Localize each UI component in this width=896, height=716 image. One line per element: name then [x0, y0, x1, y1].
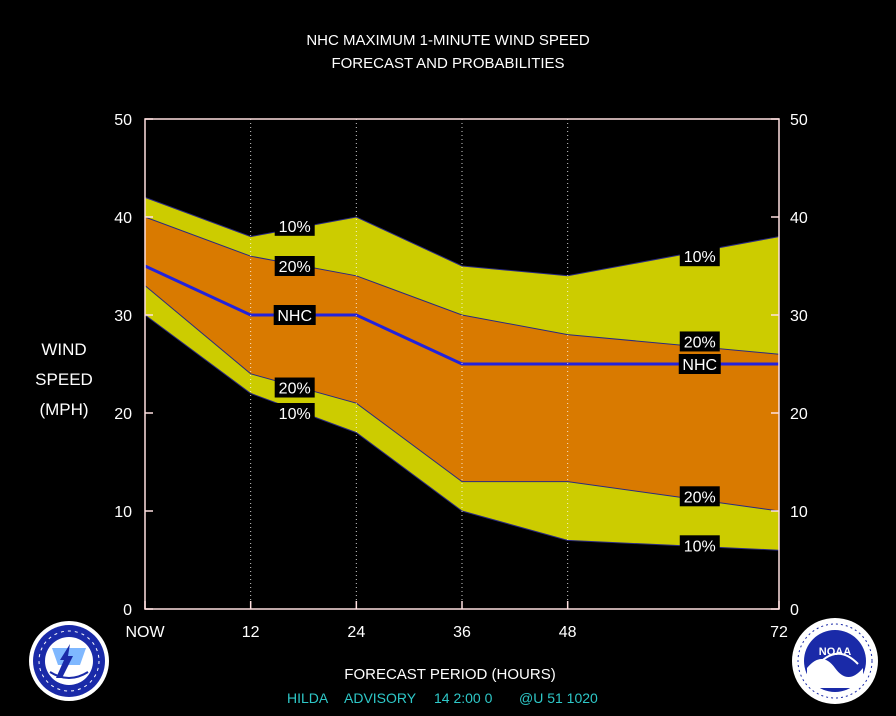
- chart-title-line1: NHC MAXIMUM 1-MINUTE WIND SPEED: [306, 32, 590, 49]
- series-line-upper-inner: [144, 216, 780, 355]
- y-tick-label-left-10: 10: [114, 504, 132, 521]
- band-label-box-1: [274, 256, 315, 276]
- x-tick-label-24: 24: [347, 624, 365, 641]
- nws-logo: [29, 621, 109, 701]
- advisory-footer: HILDA ADVISORY 14 2:00 0 @U 51 1020: [287, 690, 598, 706]
- y-tick-label-right-50: 50: [790, 112, 808, 129]
- band-label-box-6: [679, 331, 720, 352]
- band-label-9: 10%: [684, 538, 716, 555]
- y-tick-label-left-50: 50: [114, 112, 132, 129]
- y-tick-label-right-0: 0: [790, 602, 799, 619]
- footer-storm-name: HILDA: [287, 690, 329, 706]
- x-tick-label-48: 48: [559, 624, 577, 641]
- band-label-1: 20%: [279, 259, 311, 276]
- chart-title-line2: FORECAST AND PROBABILITIES: [331, 55, 564, 72]
- y-tick-label-left-20: 20: [114, 406, 132, 423]
- band-label-box-9: [679, 535, 720, 556]
- series-line-upper-outer: [144, 196, 780, 277]
- y-axis-label-line2: SPEED: [35, 370, 93, 389]
- noaa-logo: NOAA: [792, 618, 878, 704]
- x-tick-label-36: 36: [453, 624, 471, 641]
- band-label-5: 10%: [684, 249, 716, 266]
- noaa-logo-text: NOAA: [819, 646, 851, 658]
- band-label-4: 10%: [279, 406, 311, 423]
- footer-extra: @U 51 1020: [519, 690, 598, 706]
- y-axis-label-line3: (MPH): [39, 400, 88, 419]
- x-tick-label-0: NOW: [125, 624, 165, 641]
- band-label-3: 20%: [279, 381, 311, 398]
- band-label-box-0: [274, 215, 315, 236]
- y-tick-label-left-0: 0: [123, 602, 132, 619]
- band-label-box-8: [679, 486, 720, 507]
- y-tick-label-right-10: 10: [790, 504, 808, 521]
- series-line-lower-inner: [144, 285, 780, 512]
- series-line-lower-outer: [144, 314, 780, 551]
- y-axis-label: WIND SPEED (MPH): [35, 340, 93, 419]
- band-label-box-5: [679, 246, 720, 267]
- y-tick-label-right-40: 40: [790, 210, 808, 227]
- y-tick-label-right-30: 30: [790, 308, 808, 325]
- band-label-box-3: [274, 377, 315, 398]
- x-tick-label-72: 72: [770, 624, 788, 641]
- y-tick-label-right-20: 20: [790, 406, 808, 423]
- band-label-box-2: [273, 305, 316, 325]
- x-axis-label: FORECAST PERIOD (HOURS): [344, 666, 555, 683]
- band-label-2: NHC: [277, 308, 312, 325]
- band-label-8: 20%: [684, 489, 716, 506]
- y-tick-label-left-40: 40: [114, 210, 132, 227]
- band-label-box-7: [678, 354, 721, 374]
- band-label-box-4: [274, 403, 315, 423]
- y-axis-label-line1: WIND: [41, 340, 86, 359]
- footer-advisory-label: ADVISORY: [344, 690, 417, 706]
- band-label-7: NHC: [682, 357, 717, 374]
- x-tick-label-12: 12: [242, 624, 260, 641]
- plot-area: 0 0 10 10 20 20 30 30 40 40 50 50 NOW 12 24 36 48 72 10% 20…: [114, 112, 808, 641]
- footer-advisory-info: 14 2:00 0: [434, 690, 493, 706]
- band-label-0: 10%: [279, 219, 311, 236]
- y-tick-label-left-30: 30: [114, 308, 132, 325]
- band-label-6: 20%: [684, 334, 716, 351]
- series-line-nhc-forecast: [144, 264, 779, 366]
